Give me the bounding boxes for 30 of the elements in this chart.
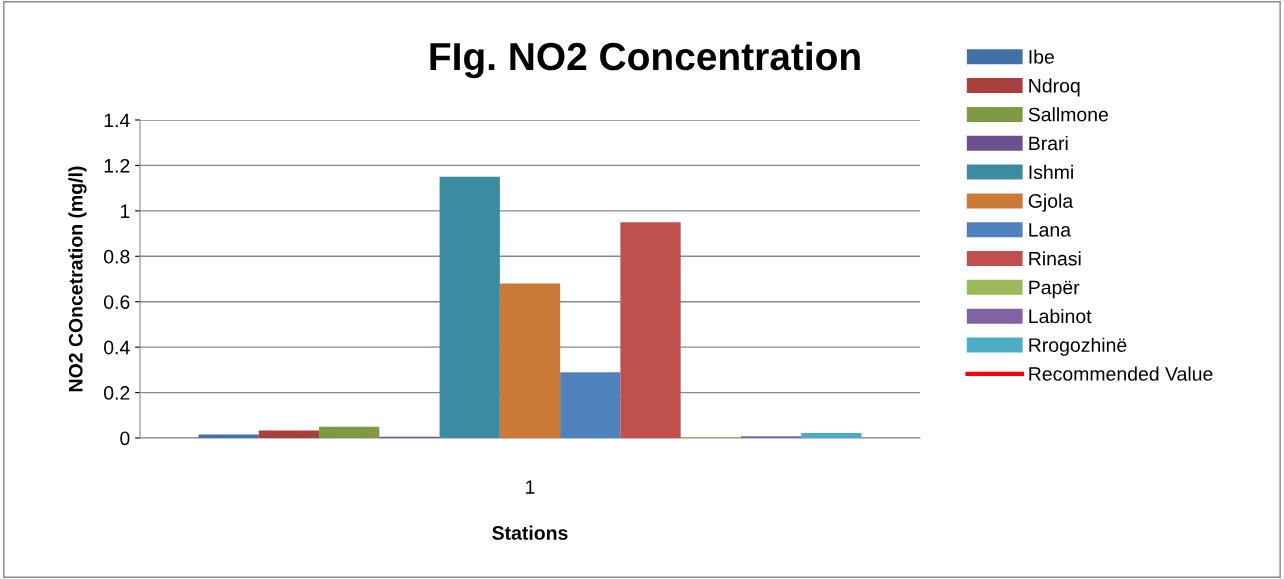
y-tick-label: 0.8: [104, 249, 130, 264]
y-tick-label: 0.4: [104, 340, 130, 355]
y-tick-label: 1.2: [104, 158, 130, 173]
legend-label: Ishmi: [1029, 164, 1073, 180]
legend-label: Brari: [1029, 135, 1068, 151]
y-tick-label: 0.2: [104, 386, 130, 400]
legend-label: Rinasi: [1029, 251, 1081, 266]
y-axis-title: NO2 COncetration (mg/l): [68, 166, 87, 392]
legend-label: Papër: [1029, 280, 1080, 299]
bar: [439, 176, 500, 438]
y-tick-label: 0: [120, 431, 130, 446]
bar: [620, 222, 681, 438]
legend-label: Recommended Value: [1029, 366, 1213, 381]
legend-label: Labinot: [1029, 308, 1092, 324]
legend-label: Ibe: [1029, 49, 1054, 64]
legend-label: Rrogozhinë: [1029, 337, 1127, 356]
y-tick-label: 1: [120, 204, 130, 218]
bar: [499, 283, 561, 438]
legend-label: Lana: [1029, 223, 1072, 237]
y-tick-label: 1.4: [104, 113, 130, 128]
bar: [258, 430, 320, 438]
chart-title: FIg. NO2 Concentration: [430, 41, 860, 79]
legend-label: Gjola: [1028, 193, 1074, 212]
x-axis-title: Stations: [492, 525, 568, 540]
bar: [801, 433, 862, 438]
legend-label: Sallmone: [1028, 107, 1108, 122]
y-tick-label: 0.6: [104, 295, 130, 309]
bar: [319, 426, 380, 438]
legend-label: Ndroq: [1029, 78, 1080, 97]
bar: [560, 372, 621, 438]
